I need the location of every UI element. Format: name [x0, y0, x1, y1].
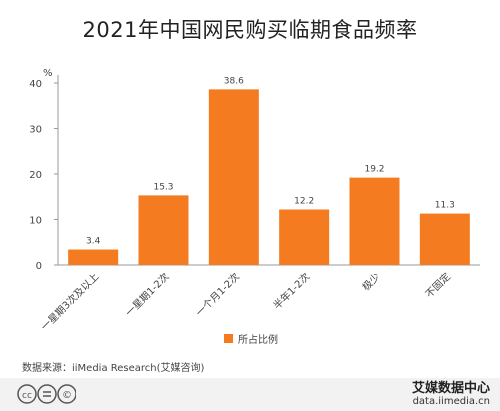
value-label: 19.2 — [364, 165, 384, 175]
chart-title: 2021年中国网民购买临期食品频率 — [82, 18, 418, 42]
x-tick-label: 不固定 — [423, 270, 453, 300]
license-icons: cc © — [17, 384, 76, 404]
svg-text:cc: cc — [22, 391, 32, 401]
x-tick-label: 一星期1-2次 — [123, 270, 172, 319]
x-tick-label: 半年1-2次 — [270, 270, 312, 312]
brand-url: data.iimedia.cn — [412, 396, 490, 407]
y-tick-label: 10 — [29, 216, 42, 227]
bars — [68, 89, 470, 266]
y-axis: 0 10 20 30 40 — [29, 75, 480, 272]
x-tick-labels: 一星期3次及以上 一星期1-2次 一个月1-2次 半年1-2次 极少 不固定 — [38, 270, 453, 333]
value-label: 38.6 — [224, 76, 244, 86]
source-note: 数据来源：iiMedia Research(艾媒咨询) — [22, 363, 205, 374]
bar — [208, 89, 259, 266]
bar — [349, 177, 400, 265]
legend-swatch — [224, 334, 233, 343]
x-tick-label: 一星期3次及以上 — [38, 270, 101, 333]
y-tick-label: 40 — [29, 79, 42, 90]
brand-name: 艾媒数据中心 — [411, 381, 490, 396]
y-tick-label: 30 — [29, 125, 42, 136]
value-label: 11.3 — [435, 201, 455, 211]
legend-label: 所占比例 — [238, 333, 278, 346]
brand: 艾媒数据中心 data.iimedia.cn — [412, 381, 490, 408]
bar-chart: 0 10 20 30 40 % 3.4 15.3 38.6 12.2 19.2 11.3 一星期3… — [29, 68, 480, 346]
copyright-icon: © — [57, 384, 76, 404]
value-labels: 3.4 15.3 38.6 12.2 19.2 11.3 — [86, 76, 455, 246]
bar — [279, 209, 330, 265]
footer-bar: cc © 艾媒数据中心 data.iimedia.cn — [0, 378, 500, 411]
cc-icon: cc — [17, 384, 37, 404]
y-tick-label: 20 — [29, 170, 42, 181]
bar — [68, 249, 119, 265]
y-axis-unit-label: % — [43, 68, 53, 79]
y-tick-label: 0 — [36, 261, 42, 272]
value-label: 15.3 — [153, 182, 173, 192]
svg-text:©: © — [62, 390, 72, 401]
bar — [138, 195, 189, 265]
x-tick-label: 极少 — [359, 270, 382, 293]
bar — [419, 213, 470, 265]
legend: 所占比例 — [224, 333, 278, 346]
value-label: 3.4 — [86, 237, 101, 247]
value-label: 12.2 — [294, 196, 314, 206]
x-tick-label: 一个月1-2次 — [193, 270, 242, 319]
equals-icon — [37, 384, 57, 404]
